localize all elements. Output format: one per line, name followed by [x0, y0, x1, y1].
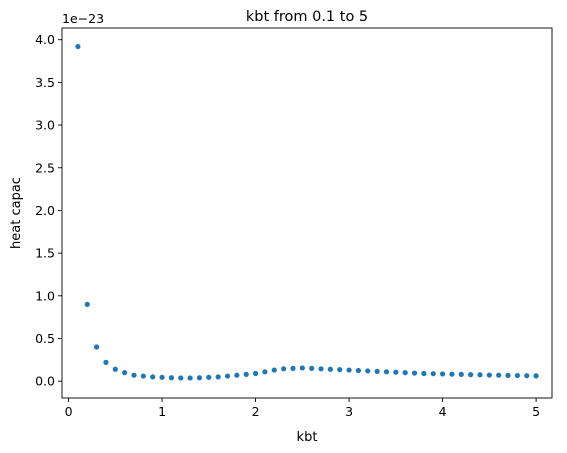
data-point [281, 366, 287, 372]
data-point [355, 367, 362, 374]
x-tick-label: 2 [252, 404, 260, 419]
x-tick-label: 1 [158, 404, 166, 419]
x-axis-ticks: 0 1 2 3 4 5 [65, 398, 540, 419]
data-point [224, 373, 231, 379]
data-point [430, 371, 436, 377]
data-point [271, 367, 277, 373]
data-point [402, 370, 408, 376]
data-point [206, 374, 212, 380]
x-tick-label: 4 [439, 404, 447, 419]
data-point [421, 370, 427, 377]
data-point [505, 372, 511, 378]
data-point [196, 375, 203, 381]
data-point [234, 372, 240, 378]
y-offset-label: 1e−23 [62, 11, 104, 26]
data-point [187, 375, 193, 381]
data-point [477, 372, 483, 378]
data-point [411, 370, 418, 376]
data-point [346, 367, 352, 373]
data-point [122, 370, 128, 376]
data-point [524, 373, 530, 379]
y-tick-label: 2.0 [35, 203, 55, 218]
data-point [178, 375, 184, 381]
plot-frame [61, 27, 553, 399]
data-point [299, 365, 305, 371]
y-tick-label: 4.0 [35, 32, 55, 47]
data-point [75, 43, 81, 50]
data-point [215, 374, 221, 380]
x-tick-label: 3 [345, 404, 353, 419]
data-point [290, 365, 296, 371]
data-points [75, 43, 539, 381]
data-point [393, 369, 399, 375]
data-point [468, 372, 474, 378]
data-point [309, 365, 315, 371]
x-tick-label: 5 [532, 404, 540, 419]
y-tick-label: 1.0 [35, 288, 55, 303]
data-point [327, 366, 333, 372]
data-point [533, 373, 539, 379]
x-tick-label: 0 [65, 404, 73, 419]
data-point [140, 373, 146, 379]
data-point [439, 371, 446, 377]
chart-title: kbt from 0.1 to 5 [246, 9, 368, 25]
data-point [496, 372, 502, 378]
data-point [458, 371, 464, 377]
y-tick-label: 0.0 [35, 374, 55, 389]
data-point [159, 374, 165, 380]
data-point [243, 371, 249, 377]
data-point [103, 359, 109, 365]
data-point [449, 371, 455, 377]
data-point [131, 372, 137, 378]
data-point [514, 372, 521, 379]
data-point [112, 366, 118, 372]
x-axis-label: kbt [297, 430, 318, 445]
data-point [252, 370, 259, 377]
data-point [365, 368, 371, 374]
data-point [486, 372, 492, 378]
y-tick-label: 3.5 [35, 75, 55, 90]
data-point [318, 366, 324, 372]
data-point [94, 344, 100, 350]
data-point [337, 367, 343, 373]
y-tick-label: 2.5 [35, 160, 55, 175]
y-tick-label: 3.0 [35, 118, 55, 133]
y-tick-label: 1.5 [35, 246, 55, 261]
y-tick-label: 0.5 [35, 331, 55, 346]
data-point [168, 375, 175, 381]
y-axis-ticks: 0.0 0.5 1.0 1.5 2.0 2.5 3.0 3.5 4.0 [35, 32, 62, 389]
data-point [262, 369, 268, 375]
data-point [150, 374, 156, 380]
data-point [374, 368, 380, 374]
y-axis-label: heat capac [9, 177, 24, 249]
data-point [383, 369, 390, 375]
data-point [84, 301, 90, 307]
